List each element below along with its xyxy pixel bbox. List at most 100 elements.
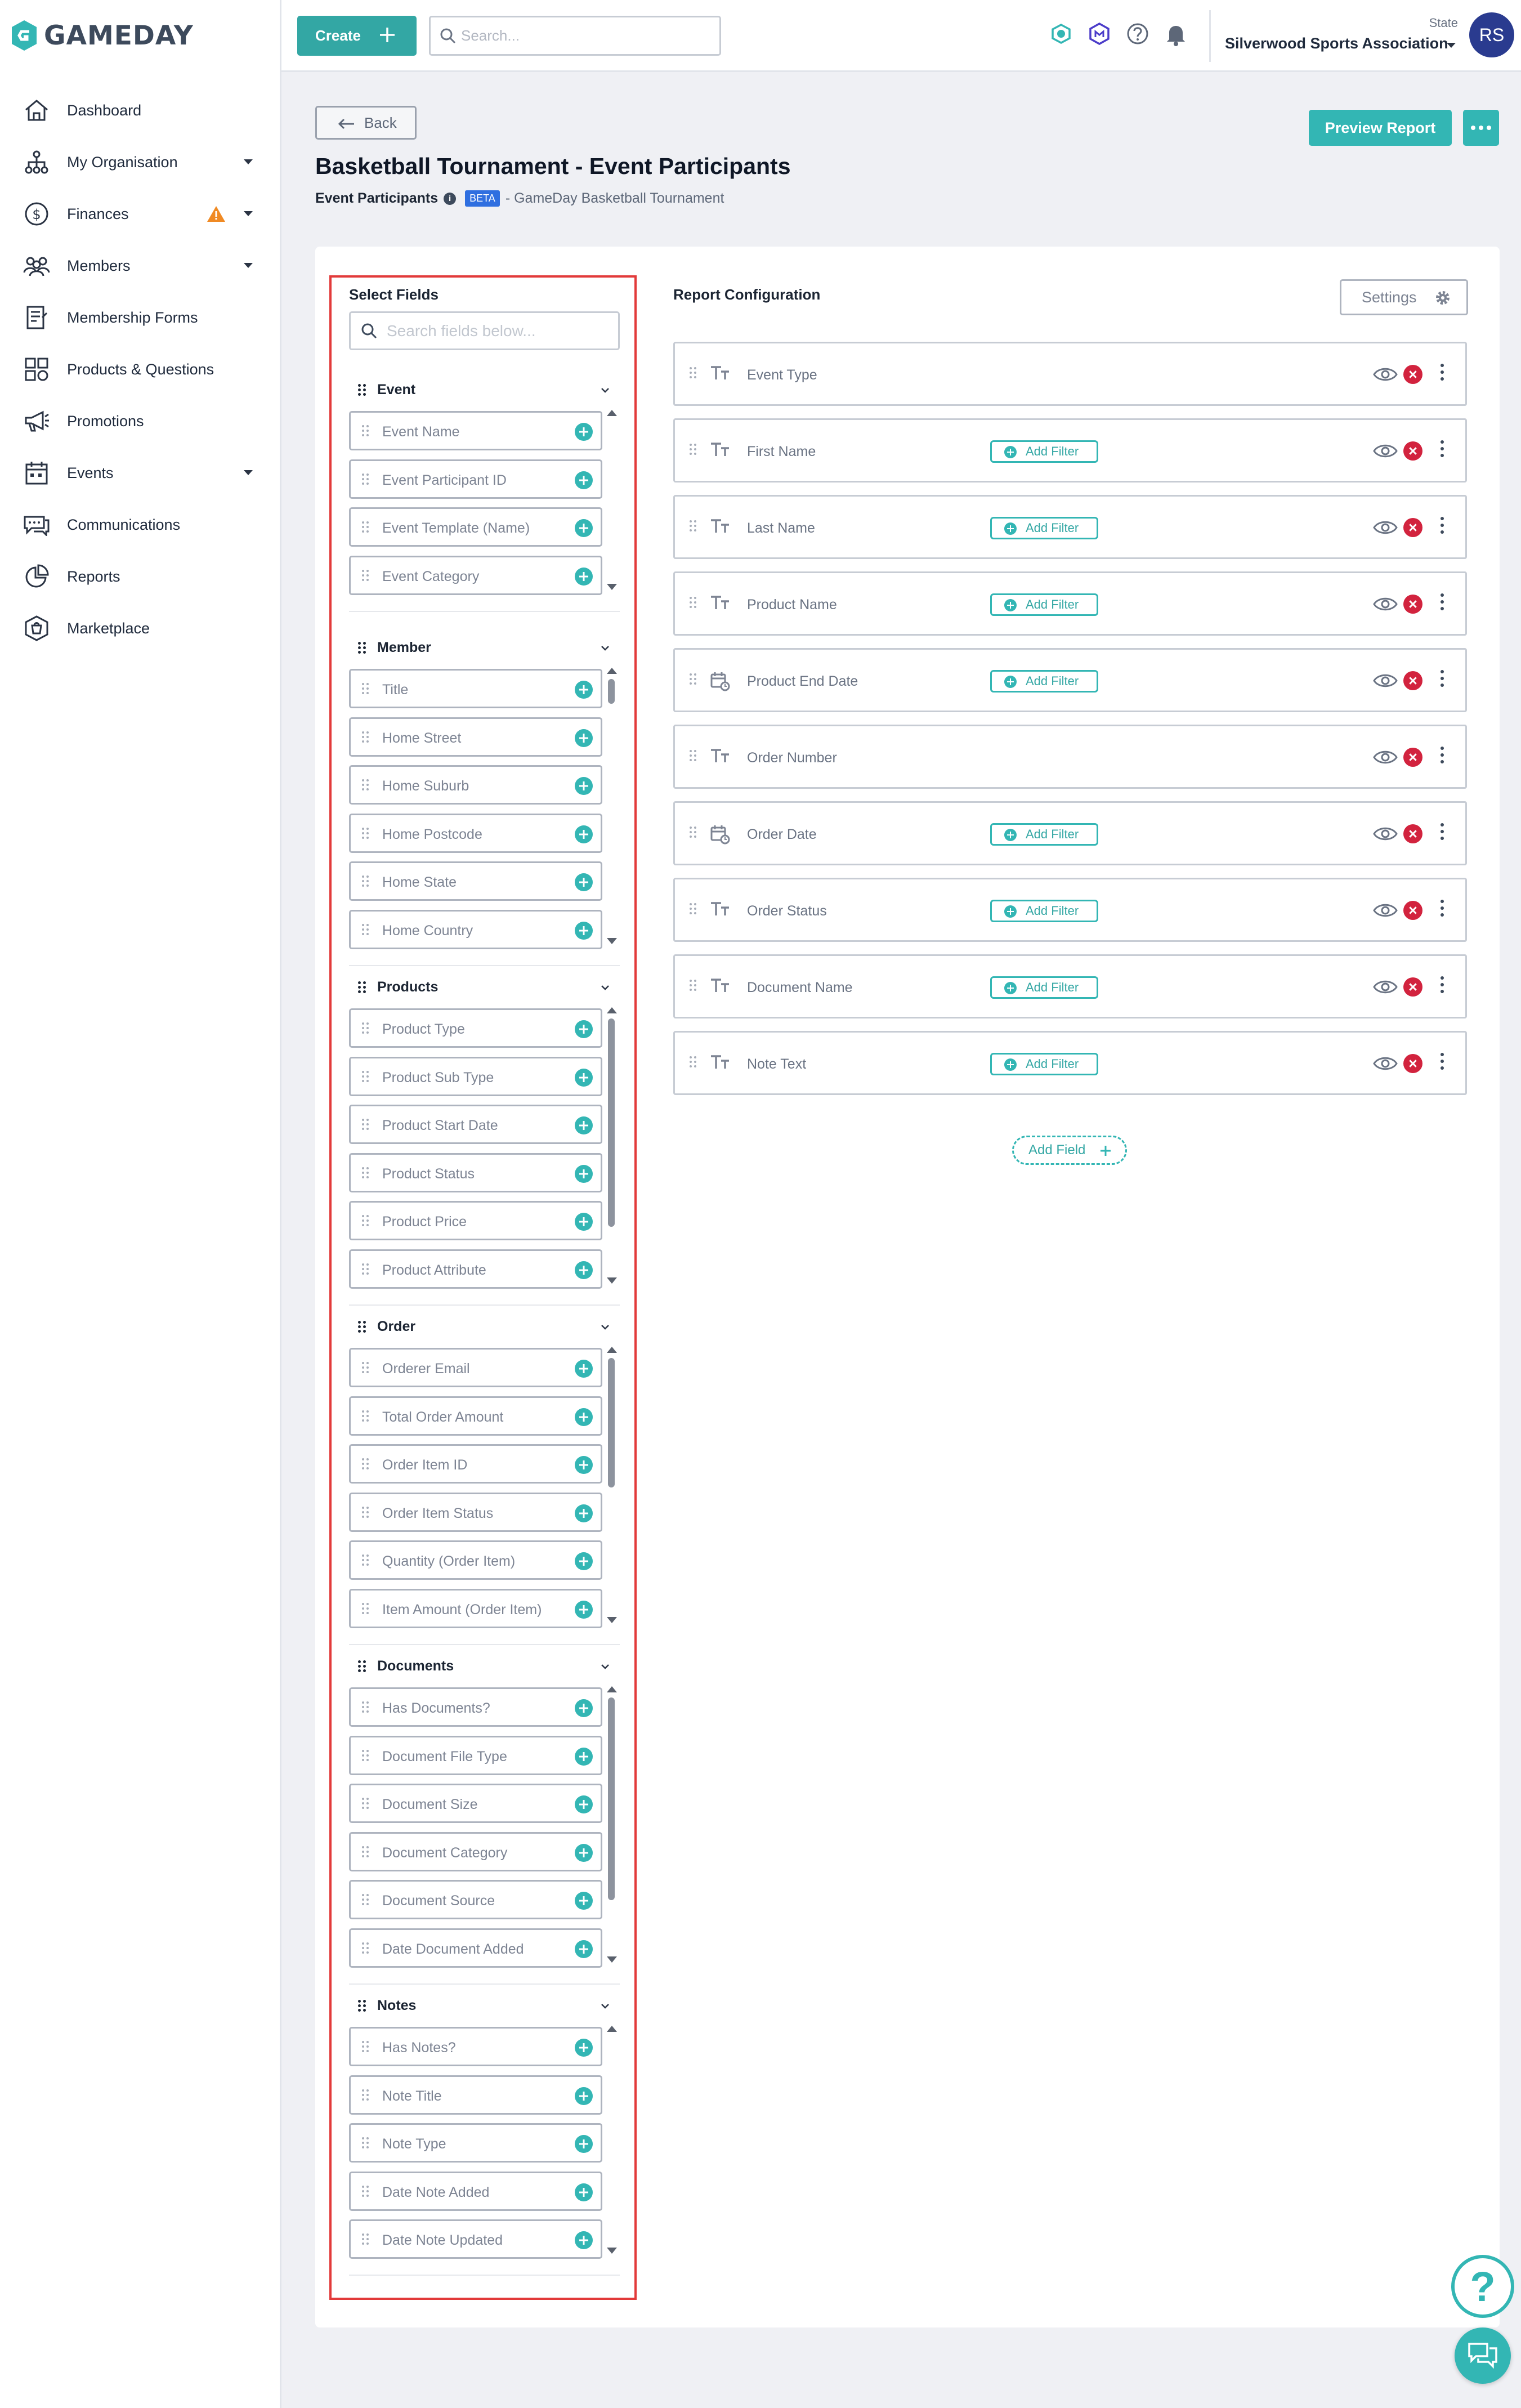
drag-handle-icon[interactable] bbox=[362, 2089, 369, 2101]
scroll-up-arrow[interactable] bbox=[607, 1686, 617, 1692]
field-chip[interactable]: Date Document Added bbox=[349, 1928, 602, 1968]
add-field-button[interactable]: Add Field bbox=[1012, 1136, 1127, 1165]
sidebar-item-communications[interactable]: Communications bbox=[0, 499, 281, 551]
drag-handle-icon[interactable] bbox=[362, 1410, 369, 1422]
drag-handle-icon[interactable] bbox=[362, 1846, 369, 1857]
add-field-icon[interactable] bbox=[575, 1699, 593, 1717]
kebab-menu-icon[interactable] bbox=[1441, 517, 1444, 534]
field-chip[interactable]: Event Participant ID bbox=[349, 459, 602, 499]
field-chip[interactable]: Home Country bbox=[349, 910, 602, 949]
drag-handle-icon[interactable] bbox=[362, 1894, 369, 1906]
drag-handle-icon[interactable] bbox=[362, 1263, 369, 1275]
eye-icon[interactable] bbox=[1373, 595, 1398, 616]
create-button[interactable]: Create bbox=[297, 16, 417, 56]
field-chip[interactable]: Product Start Date bbox=[349, 1105, 602, 1145]
add-field-icon[interactable] bbox=[575, 1892, 593, 1910]
chevron-down-icon[interactable] bbox=[600, 643, 610, 653]
app-shield-icon[interactable] bbox=[1085, 20, 1113, 48]
add-filter-button[interactable]: Add Filter bbox=[990, 1053, 1098, 1075]
kebab-menu-icon[interactable] bbox=[1441, 593, 1444, 610]
field-chip[interactable]: Product Price bbox=[349, 1201, 602, 1241]
chevron-down-icon[interactable] bbox=[600, 1661, 610, 1672]
add-field-icon[interactable] bbox=[575, 1116, 593, 1135]
drag-handle-icon[interactable] bbox=[362, 1022, 369, 1034]
chat-support-button[interactable] bbox=[1455, 2327, 1511, 2384]
drag-handle-icon[interactable] bbox=[362, 1070, 369, 1082]
eye-icon[interactable] bbox=[1373, 824, 1398, 846]
field-chip[interactable]: Title bbox=[349, 669, 602, 708]
scroll-down-arrow[interactable] bbox=[607, 1617, 617, 1623]
field-chip[interactable]: Order Item Status bbox=[349, 1492, 602, 1532]
settings-button[interactable]: Settings bbox=[1340, 279, 1468, 315]
drag-handle-icon[interactable] bbox=[690, 597, 696, 608]
field-chip[interactable]: Document Size bbox=[349, 1784, 602, 1824]
sidebar-item-events[interactable]: Events bbox=[0, 447, 281, 499]
field-chip[interactable]: Product Status bbox=[349, 1152, 602, 1192]
add-field-icon[interactable] bbox=[575, 729, 593, 747]
field-chip[interactable]: Product Sub Type bbox=[349, 1056, 602, 1096]
remove-field-icon[interactable] bbox=[1403, 595, 1422, 614]
add-field-icon[interactable] bbox=[575, 1504, 593, 1522]
kebab-menu-icon[interactable] bbox=[1441, 747, 1444, 763]
kebab-menu-icon[interactable] bbox=[1441, 900, 1444, 917]
drag-handle-icon[interactable] bbox=[362, 1458, 369, 1470]
kebab-menu-icon[interactable] bbox=[1441, 440, 1444, 457]
add-field-icon[interactable] bbox=[575, 1940, 593, 1958]
add-field-icon[interactable] bbox=[575, 1795, 593, 1814]
chevron-down-icon[interactable] bbox=[600, 982, 610, 993]
scroll-up-arrow[interactable] bbox=[607, 668, 617, 674]
field-chip[interactable]: Quantity (Order Item) bbox=[349, 1540, 602, 1580]
sidebar-item-reports[interactable]: Reports bbox=[0, 551, 281, 602]
eye-icon[interactable] bbox=[1373, 748, 1398, 770]
kebab-menu-icon[interactable] bbox=[1441, 823, 1444, 840]
fields-search-input[interactable]: Search fields below... bbox=[349, 311, 620, 350]
add-filter-button[interactable]: Add Filter bbox=[990, 823, 1098, 846]
eye-icon[interactable] bbox=[1373, 518, 1398, 540]
remove-field-icon[interactable] bbox=[1403, 748, 1422, 767]
eye-icon[interactable] bbox=[1373, 671, 1398, 693]
add-field-icon[interactable] bbox=[575, 519, 593, 538]
sidebar-item-finances[interactable]: $ Finances bbox=[0, 188, 281, 240]
field-chip[interactable]: Home Suburb bbox=[349, 765, 602, 805]
drag-handle-icon[interactable] bbox=[362, 473, 369, 485]
add-field-icon[interactable] bbox=[575, 471, 593, 489]
field-chip[interactable]: Total Order Amount bbox=[349, 1396, 602, 1436]
chevron-down-icon[interactable] bbox=[600, 1322, 610, 1332]
drag-handle-icon[interactable] bbox=[362, 1167, 369, 1178]
remove-field-icon[interactable] bbox=[1403, 365, 1422, 384]
add-field-icon[interactable] bbox=[575, 2231, 593, 2250]
remove-field-icon[interactable] bbox=[1403, 518, 1422, 537]
scroll-up-arrow[interactable] bbox=[607, 1347, 617, 1353]
add-field-icon[interactable] bbox=[575, 1601, 593, 1619]
field-chip[interactable]: Document Category bbox=[349, 1831, 602, 1871]
preview-report-button[interactable]: Preview Report bbox=[1309, 110, 1452, 146]
chevron-down-icon[interactable] bbox=[244, 470, 253, 475]
add-field-icon[interactable] bbox=[575, 1408, 593, 1426]
kebab-menu-icon[interactable] bbox=[1441, 670, 1444, 687]
field-chip[interactable]: Home Postcode bbox=[349, 813, 602, 853]
eye-icon[interactable] bbox=[1373, 1054, 1398, 1076]
drag-handle-icon[interactable] bbox=[690, 367, 696, 378]
add-field-icon[interactable] bbox=[575, 681, 593, 699]
global-search-input[interactable]: Search... bbox=[429, 16, 721, 56]
sidebar-item-my-organisation[interactable]: My Organisation bbox=[0, 136, 281, 188]
drag-handle-icon[interactable] bbox=[362, 1942, 369, 1954]
report-field-row[interactable]: Order Status Add Filter bbox=[673, 878, 1467, 942]
field-group-header[interactable]: Member bbox=[358, 636, 431, 659]
drag-handle-icon[interactable] bbox=[362, 2137, 369, 2149]
chevron-down-icon[interactable] bbox=[244, 211, 253, 216]
chevron-down-icon[interactable] bbox=[244, 159, 253, 164]
eye-icon[interactable] bbox=[1373, 365, 1398, 387]
add-field-icon[interactable] bbox=[575, 567, 593, 586]
help-center-button[interactable]: ? bbox=[1451, 2255, 1514, 2318]
add-field-icon[interactable] bbox=[575, 825, 593, 843]
kebab-menu-icon[interactable] bbox=[1441, 1053, 1444, 1070]
add-field-icon[interactable] bbox=[575, 1164, 593, 1183]
drag-handle-icon[interactable] bbox=[362, 683, 369, 694]
scrollbar-thumb[interactable] bbox=[608, 679, 615, 704]
info-icon[interactable]: i bbox=[444, 192, 457, 205]
drag-handle-icon[interactable] bbox=[358, 1999, 366, 2012]
drag-handle-icon[interactable] bbox=[362, 2185, 369, 2197]
scrollbar-thumb[interactable] bbox=[608, 1697, 615, 1900]
field-chip[interactable]: Document File Type bbox=[349, 1735, 602, 1775]
